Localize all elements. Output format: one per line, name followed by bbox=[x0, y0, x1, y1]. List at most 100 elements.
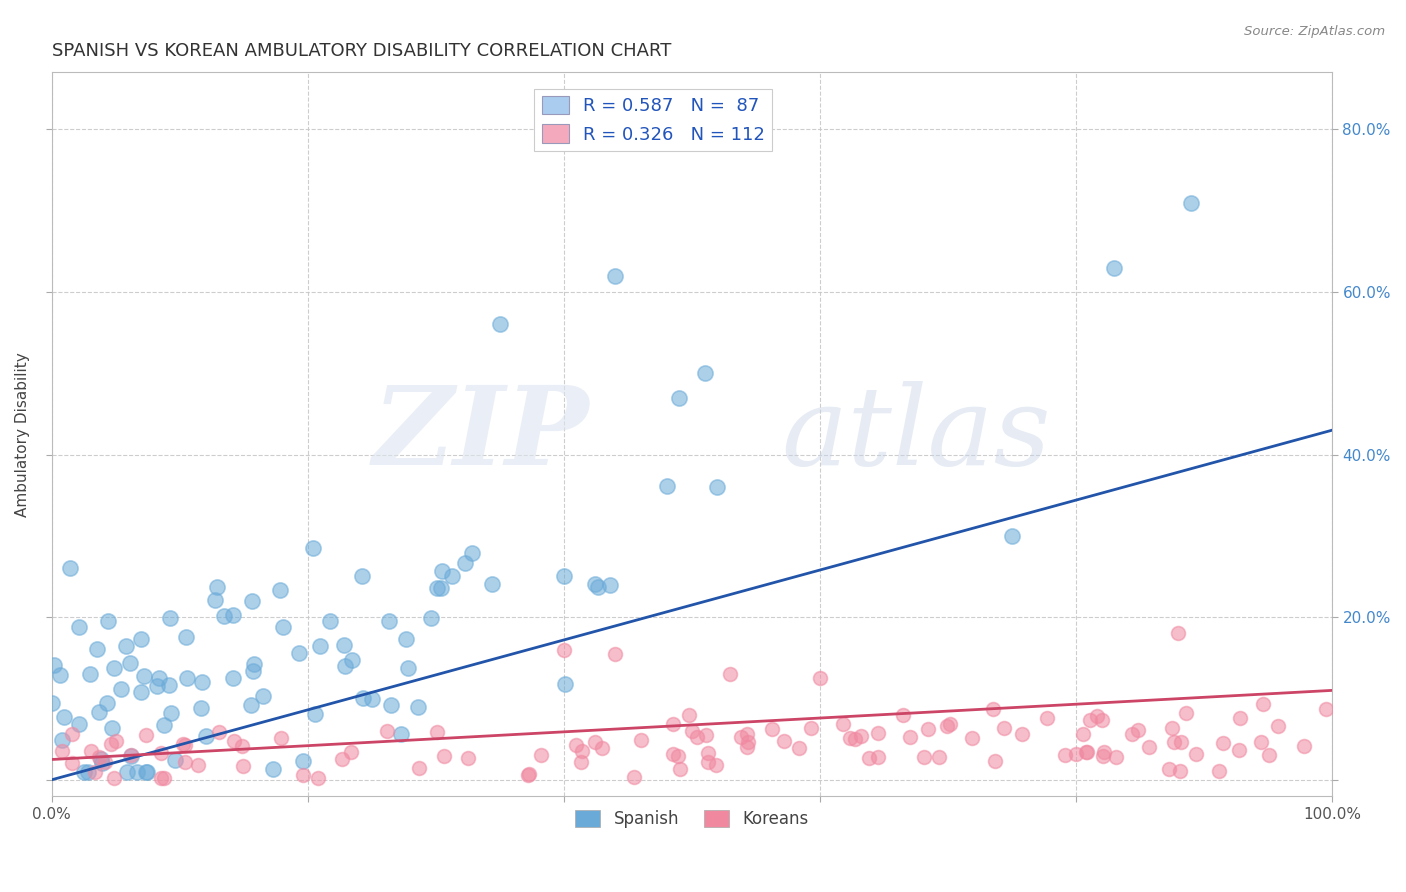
Spanish bbox=[214, 608, 236, 623]
Koreans bbox=[787, 740, 810, 755]
Spanish bbox=[120, 748, 142, 763]
Spanish bbox=[86, 642, 108, 657]
Koreans bbox=[1208, 764, 1230, 779]
Koreans bbox=[678, 708, 700, 723]
Koreans bbox=[917, 723, 939, 737]
Koreans bbox=[662, 717, 685, 731]
Spanish bbox=[59, 560, 82, 574]
Spanish bbox=[67, 717, 90, 731]
Y-axis label: Ambulatory Disability: Ambulatory Disability bbox=[15, 351, 30, 516]
Spanish bbox=[1001, 529, 1024, 543]
Koreans bbox=[149, 746, 172, 760]
Koreans bbox=[1212, 736, 1234, 750]
Koreans bbox=[1092, 749, 1115, 764]
Spanish bbox=[153, 718, 176, 732]
Spanish bbox=[389, 727, 412, 741]
Koreans bbox=[1126, 723, 1149, 738]
Koreans bbox=[105, 734, 128, 748]
Spanish bbox=[222, 671, 245, 685]
Koreans bbox=[1091, 714, 1114, 728]
Koreans bbox=[80, 743, 103, 757]
Koreans bbox=[718, 667, 741, 681]
Spanish bbox=[318, 614, 340, 628]
Koreans bbox=[839, 731, 862, 745]
Koreans bbox=[103, 771, 125, 785]
Spanish bbox=[333, 638, 356, 652]
Koreans bbox=[1071, 727, 1094, 741]
Koreans bbox=[623, 770, 645, 784]
Koreans bbox=[898, 730, 921, 744]
Spanish bbox=[96, 696, 118, 710]
Spanish bbox=[342, 653, 364, 667]
Spanish bbox=[110, 681, 132, 696]
Spanish bbox=[599, 578, 621, 592]
Koreans bbox=[704, 757, 727, 772]
Koreans bbox=[1076, 745, 1098, 759]
Koreans bbox=[858, 751, 880, 765]
Koreans bbox=[1168, 764, 1191, 779]
Spanish bbox=[165, 753, 187, 767]
Koreans bbox=[1066, 747, 1088, 762]
Koreans bbox=[891, 707, 914, 722]
Koreans bbox=[93, 755, 115, 769]
Koreans bbox=[936, 719, 959, 733]
Koreans bbox=[808, 671, 831, 685]
Koreans bbox=[1170, 735, 1192, 749]
Spanish bbox=[195, 729, 218, 743]
Spanish bbox=[242, 664, 264, 678]
Koreans bbox=[1163, 735, 1185, 749]
Koreans bbox=[1250, 735, 1272, 749]
Spanish bbox=[352, 690, 374, 705]
Koreans bbox=[571, 744, 593, 758]
Koreans bbox=[307, 771, 329, 785]
Koreans bbox=[232, 758, 254, 772]
Spanish bbox=[129, 632, 152, 647]
Spanish bbox=[48, 667, 70, 681]
Koreans bbox=[737, 735, 759, 749]
Koreans bbox=[565, 738, 588, 752]
Koreans bbox=[849, 729, 872, 743]
Text: ZIP: ZIP bbox=[373, 381, 589, 488]
Koreans bbox=[583, 734, 606, 748]
Koreans bbox=[1078, 713, 1101, 727]
Koreans bbox=[100, 737, 122, 751]
Koreans bbox=[172, 737, 194, 751]
Koreans bbox=[1085, 709, 1108, 723]
Koreans bbox=[1167, 626, 1189, 640]
Spanish bbox=[655, 479, 678, 493]
Legend: Spanish, Koreans: Spanish, Koreans bbox=[568, 804, 815, 835]
Spanish bbox=[79, 667, 101, 681]
Koreans bbox=[1157, 762, 1180, 776]
Koreans bbox=[89, 749, 111, 764]
Spanish bbox=[53, 709, 76, 723]
Spanish bbox=[41, 696, 63, 710]
Spanish bbox=[269, 583, 291, 598]
Koreans bbox=[669, 762, 692, 776]
Spanish bbox=[380, 698, 402, 712]
Koreans bbox=[844, 732, 866, 747]
Koreans bbox=[696, 747, 718, 761]
Spanish bbox=[145, 679, 167, 693]
Spanish bbox=[426, 581, 449, 595]
Spanish bbox=[308, 639, 330, 653]
Koreans bbox=[1137, 739, 1160, 754]
Koreans bbox=[330, 752, 353, 766]
Spanish bbox=[115, 639, 138, 653]
Spanish bbox=[44, 657, 66, 672]
Spanish bbox=[157, 678, 180, 692]
Spanish bbox=[454, 556, 477, 570]
Spanish bbox=[406, 700, 429, 714]
Koreans bbox=[912, 750, 935, 764]
Koreans bbox=[735, 727, 758, 741]
Koreans bbox=[1267, 718, 1289, 732]
Koreans bbox=[981, 702, 1004, 716]
Koreans bbox=[695, 728, 717, 742]
Spanish bbox=[603, 268, 626, 283]
Spanish bbox=[335, 658, 357, 673]
Koreans bbox=[1076, 745, 1098, 759]
Spanish bbox=[190, 701, 212, 715]
Spanish bbox=[222, 607, 245, 622]
Spanish bbox=[148, 671, 170, 685]
Spanish bbox=[90, 752, 112, 766]
Spanish bbox=[103, 660, 125, 674]
